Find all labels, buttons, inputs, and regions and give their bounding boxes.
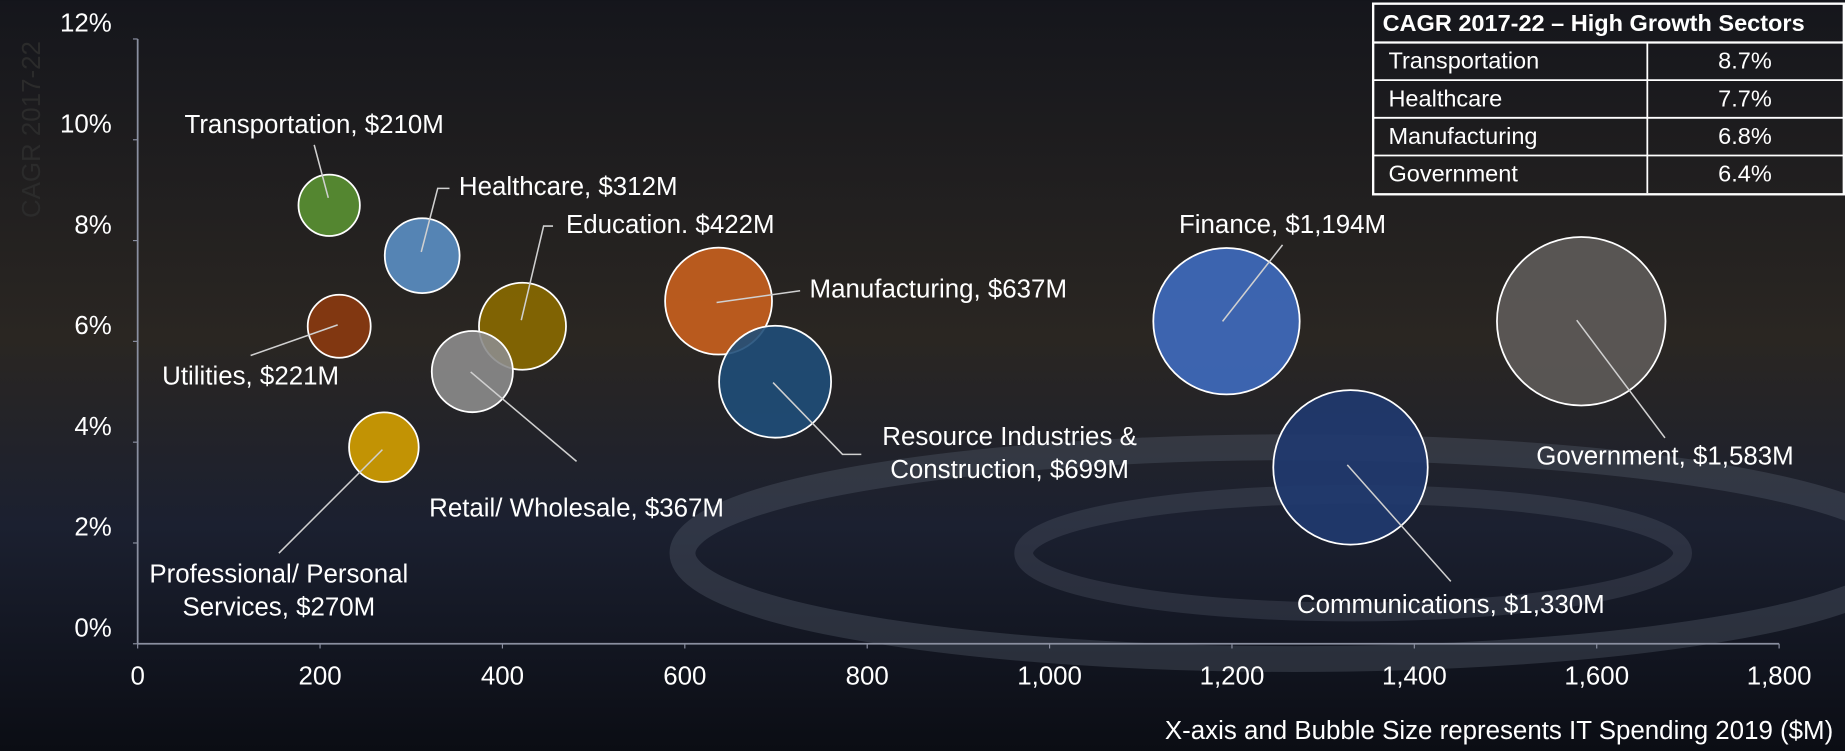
leader-line xyxy=(716,290,801,304)
bubble xyxy=(1152,247,1301,396)
bubble xyxy=(1272,389,1429,546)
data-label: Resource Industries & Construction, $699M xyxy=(882,423,1137,484)
bubble xyxy=(664,246,773,356)
x-axis-title: X-axis and Bubble Size represents IT Spe… xyxy=(1165,717,1833,745)
table-cell: Transportation xyxy=(1388,48,1539,74)
bubble xyxy=(718,324,832,439)
data-label: Communications, $1,330M xyxy=(1297,591,1605,619)
table-cell: Healthcare xyxy=(1388,85,1502,111)
table-border xyxy=(1371,2,1845,196)
x-tick-label: 800 xyxy=(846,663,889,691)
table-cell: 6.4% xyxy=(1718,161,1772,187)
bubble xyxy=(297,173,361,237)
data-label: Transportation, $210M xyxy=(184,111,443,139)
table: CAGR 2017-22 – High Growth Sectors Trans… xyxy=(1371,2,1845,196)
y-tick-label: 6% xyxy=(74,312,111,340)
x-tick-label: 0 xyxy=(130,663,144,691)
x-tick-label: 1,000 xyxy=(1017,663,1082,691)
x-tick-label: 1,400 xyxy=(1382,663,1447,691)
leader-line xyxy=(278,449,383,554)
leader-line xyxy=(1346,464,1452,582)
leader-line xyxy=(1576,319,1666,439)
leader-line xyxy=(1221,244,1284,322)
data-label: Utilities, $221M xyxy=(162,363,339,391)
x-tick-label: 1,800 xyxy=(1747,663,1812,691)
x-tick-label: 200 xyxy=(298,663,341,691)
y-tick-label: 0% xyxy=(74,615,111,643)
data-label: Education. $422M xyxy=(566,211,775,239)
x-tick-label: 1,200 xyxy=(1200,663,1265,691)
y-tick-label: 2% xyxy=(74,514,111,542)
leader-line xyxy=(313,144,330,199)
data-label: Professional/ Personal Services, $270M xyxy=(149,560,408,621)
data-label: Manufacturing, $637M xyxy=(810,276,1067,304)
table-cell: Manufacturing xyxy=(1388,123,1537,149)
table-title: CAGR 2017-22 – High Growth Sectors xyxy=(1383,10,1805,36)
bubble xyxy=(306,293,372,359)
y-tick-label: 10% xyxy=(60,110,112,138)
y-tick-label: 12% xyxy=(60,10,112,38)
table-cell: 8.7% xyxy=(1718,48,1772,74)
y-tick-label: 8% xyxy=(74,211,111,239)
table-cell: 7.7% xyxy=(1718,85,1772,111)
y-tick-label: 4% xyxy=(74,413,111,441)
y-axis-title: CAGR 2017-22 xyxy=(18,41,46,218)
data-label: Retail/ Wholesale, $367M xyxy=(429,494,724,522)
leader-line xyxy=(470,371,578,462)
data-label: Government, $1,583M xyxy=(1536,443,1793,471)
data-label: Healthcare, $312M xyxy=(459,173,678,201)
bubble xyxy=(1496,236,1667,407)
bubble xyxy=(430,330,514,414)
data-label: Finance, $1,194M xyxy=(1179,211,1386,239)
x-tick-label: 400 xyxy=(481,663,524,691)
x-tick-label: 600 xyxy=(663,663,706,691)
leader-line xyxy=(772,382,862,456)
leader-line xyxy=(520,225,554,321)
leader-line xyxy=(420,187,450,253)
table-cell: Government xyxy=(1388,161,1518,187)
bubble xyxy=(383,217,461,294)
table-cell: 6.8% xyxy=(1718,123,1772,149)
x-tick-label: 1,600 xyxy=(1564,663,1629,691)
leader-line xyxy=(250,324,338,357)
